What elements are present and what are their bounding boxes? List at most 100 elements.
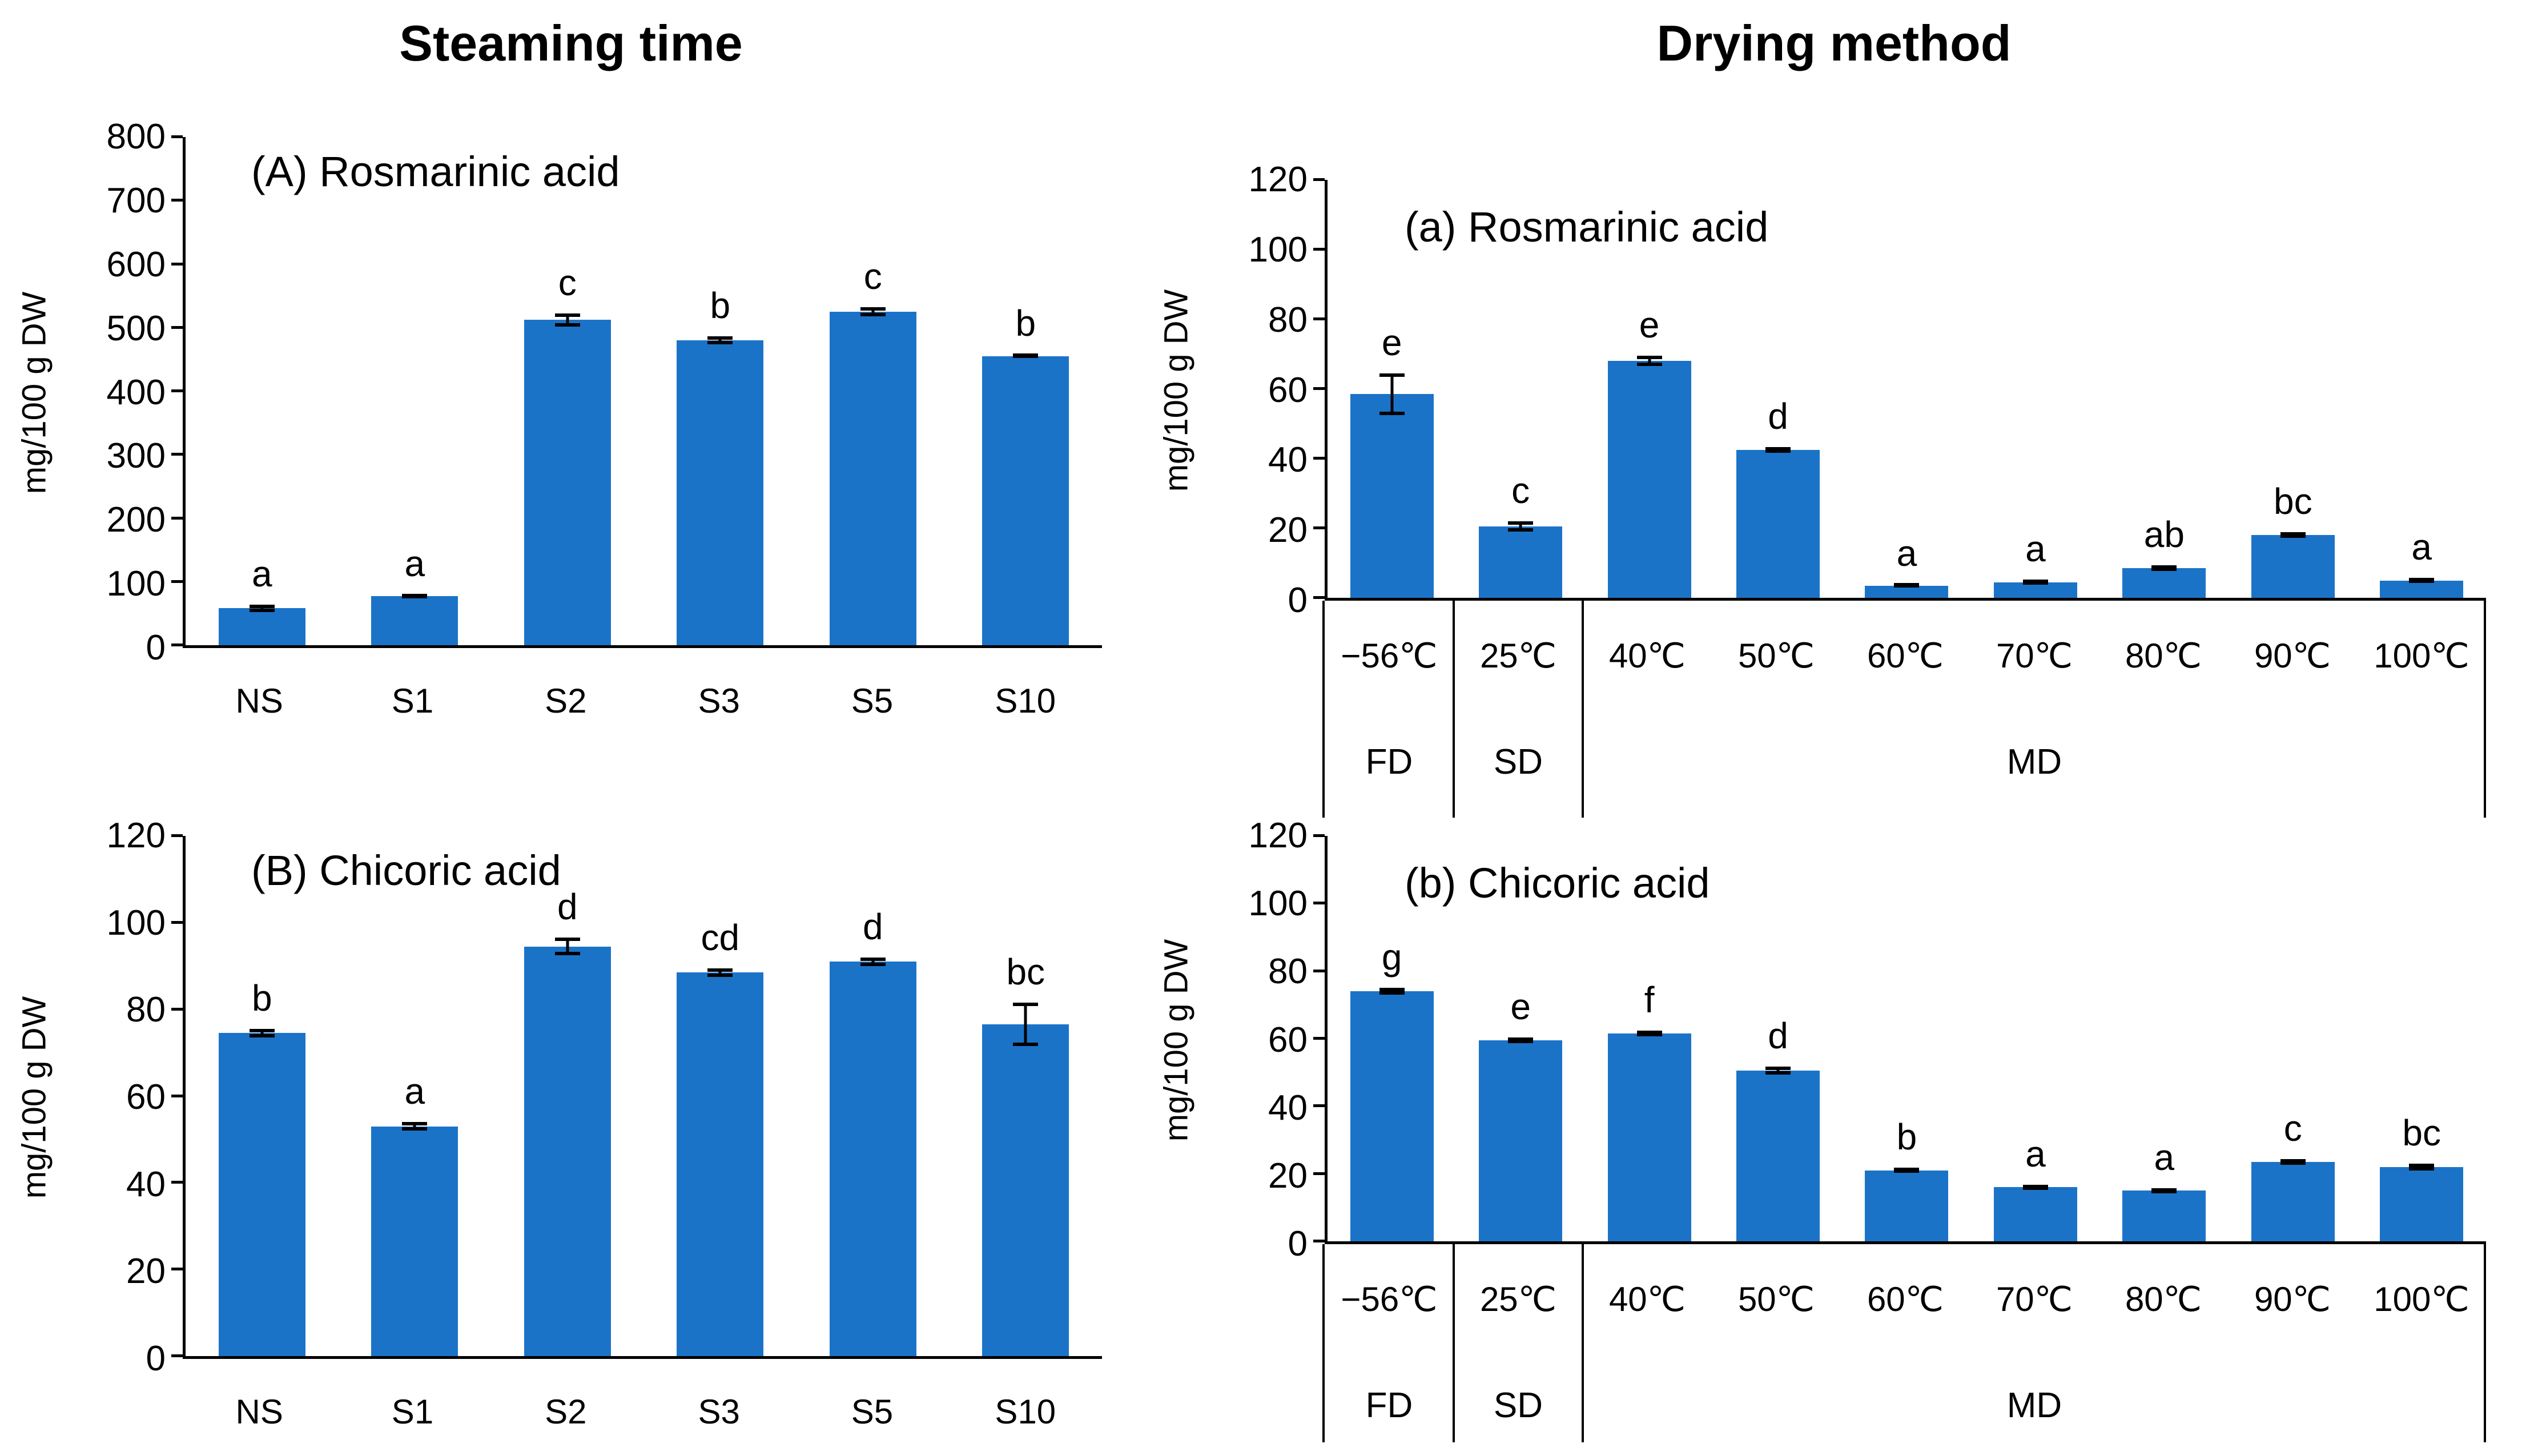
error-bar-cap-bottom [402,1127,428,1131]
y-tick-label: 0 [146,1339,166,1378]
bar-slot: bc [2229,180,2357,598]
bar [829,311,916,645]
error-bar [2022,1184,2048,1190]
x-category-label: S2 [545,1393,587,1431]
significance-letter: a [1896,532,1917,574]
y-tick-mark [1313,596,1325,599]
error-bar [2022,579,2048,585]
y-tick-label: 20 [1268,510,1308,550]
bar [1736,449,1820,598]
bars-container: b a d cd d bc [186,836,1102,1356]
y-axis-title: mg/100 g DW [1142,180,1210,601]
bar-slot: b [1843,836,1971,1241]
y-tick-mark [171,453,183,456]
x-category-label: S5 [851,1393,894,1431]
bar-slot: c [797,137,950,645]
error-bar [1508,521,1534,532]
group-separator-line [2484,601,2486,818]
error-bar [1508,1037,1534,1043]
y-tick-mark [171,199,183,202]
bar [2122,568,2206,598]
significance-letter: c [558,262,577,304]
x-category-label: 80℃ [2125,637,2202,675]
panel-label: (A) Rosmarinic acid [251,148,620,195]
x-category-label: S1 [391,682,434,720]
bars-container: e c e d a a ab bc a [1328,180,2486,598]
x-axis-labels: −56℃ 25℃ 40℃ 50℃ 60℃ 70℃ 80℃ 90℃ 100℃ FD SD MD [1322,601,2486,818]
significance-letter: d [1768,1015,1788,1057]
bar-slot: g [1328,836,1456,1241]
bar-slot: a [1971,180,2099,598]
bar-slot: a [1843,180,1971,598]
x-category-label: 70℃ [1996,637,2073,675]
error-bar [2409,1163,2435,1171]
bar [677,972,764,1356]
x-category-label: S10 [995,682,1056,720]
x-category-label: 25℃ [1479,637,1557,675]
significance-letter: ab [2143,514,2185,556]
error-bar-cap-bottom [554,323,580,327]
error-bar-cap-bottom [2280,1161,2306,1165]
error-bar [707,336,733,344]
x-category-label: 40℃ [1608,637,1686,675]
bar [982,1024,1069,1356]
bar [371,596,458,645]
error-bar-cap-bottom [2022,1186,2048,1190]
x-axis-labels: −56℃ 25℃ 40℃ 50℃ 60℃ 70℃ 80℃ 90℃ 100℃ FD SD MD [1322,1244,2486,1442]
bar [1607,361,1691,598]
error-bar-line [1519,521,1522,532]
chart-row: mg/100 g DW 0 20 40 60 80 100 120 (b) Chicoric… [1142,818,2526,1262]
y-tick-label: 0 [146,628,166,667]
x-category-label: NS [235,1393,283,1431]
error-bar-line [1390,373,1394,415]
plot-area: (b) Chicoric acid g e f d b a a c bc [1313,834,2486,1244]
error-bar-line [260,604,264,613]
group-separator-line [1322,601,1325,818]
error-bar-cap-bottom [2022,581,2048,585]
error-bar-line [1776,1067,1780,1075]
error-bar [1765,447,1791,453]
bar [1350,991,1434,1241]
bar-slot: d [491,836,644,1356]
bar-slot: d [1714,180,1842,598]
bar [2251,535,2335,598]
group-label-sd: SD [1493,1386,1543,1425]
error-bar [554,313,580,327]
bar-slot: d [797,836,950,1356]
plot-area: (a) Rosmarinic acid e c e d a a ab bc a [1313,178,2486,601]
error-bar-cap-bottom [860,312,886,316]
y-tick-label: 0 [1288,1224,1308,1264]
error-bar-cap-bottom [1013,355,1039,359]
bar-slot: c [2229,836,2357,1241]
y-tick-mark [1313,969,1325,972]
bar-slot: b [186,836,339,1356]
chart-panel-drying-chicoric: mg/100 g DW 0 20 40 60 80 100 120 (b) Chicoric… [1142,753,2526,1442]
error-bar-line [718,336,722,344]
error-bar [1894,582,1920,588]
y-tick-mark [171,643,183,646]
group-label-row: FD SD MD [1325,1350,2486,1442]
bar [2380,1167,2464,1241]
error-bar-cap-bottom [1379,411,1405,415]
group-separator-line [1322,1244,1325,1442]
significance-letter: cd [701,916,740,958]
y-axis-ticks: 0 20 40 60 80 100 120 [1210,818,1325,1262]
y-axis-ticks: 0 20 40 60 80 100 120 [1210,162,1325,618]
significance-letter: bc [1006,951,1045,993]
error-bar [1636,1031,1662,1036]
y-tick-mark [1313,1172,1325,1175]
error-bar-cap-bottom [249,609,275,613]
error-bar [707,968,733,977]
bar-slot: b [950,137,1103,645]
y-tick-label: 500 [106,308,166,348]
error-bar [860,957,886,966]
y-tick-mark [171,1094,183,1097]
error-bar-cap-bottom [2151,1189,2177,1193]
y-tick-label: 120 [106,816,166,855]
error-bar-cap-bottom [1765,449,1791,453]
y-tick-label: 20 [126,1252,166,1292]
error-bar-cap-bottom [554,951,580,955]
error-bar [2409,577,2435,584]
error-bar-line [1648,356,1651,367]
